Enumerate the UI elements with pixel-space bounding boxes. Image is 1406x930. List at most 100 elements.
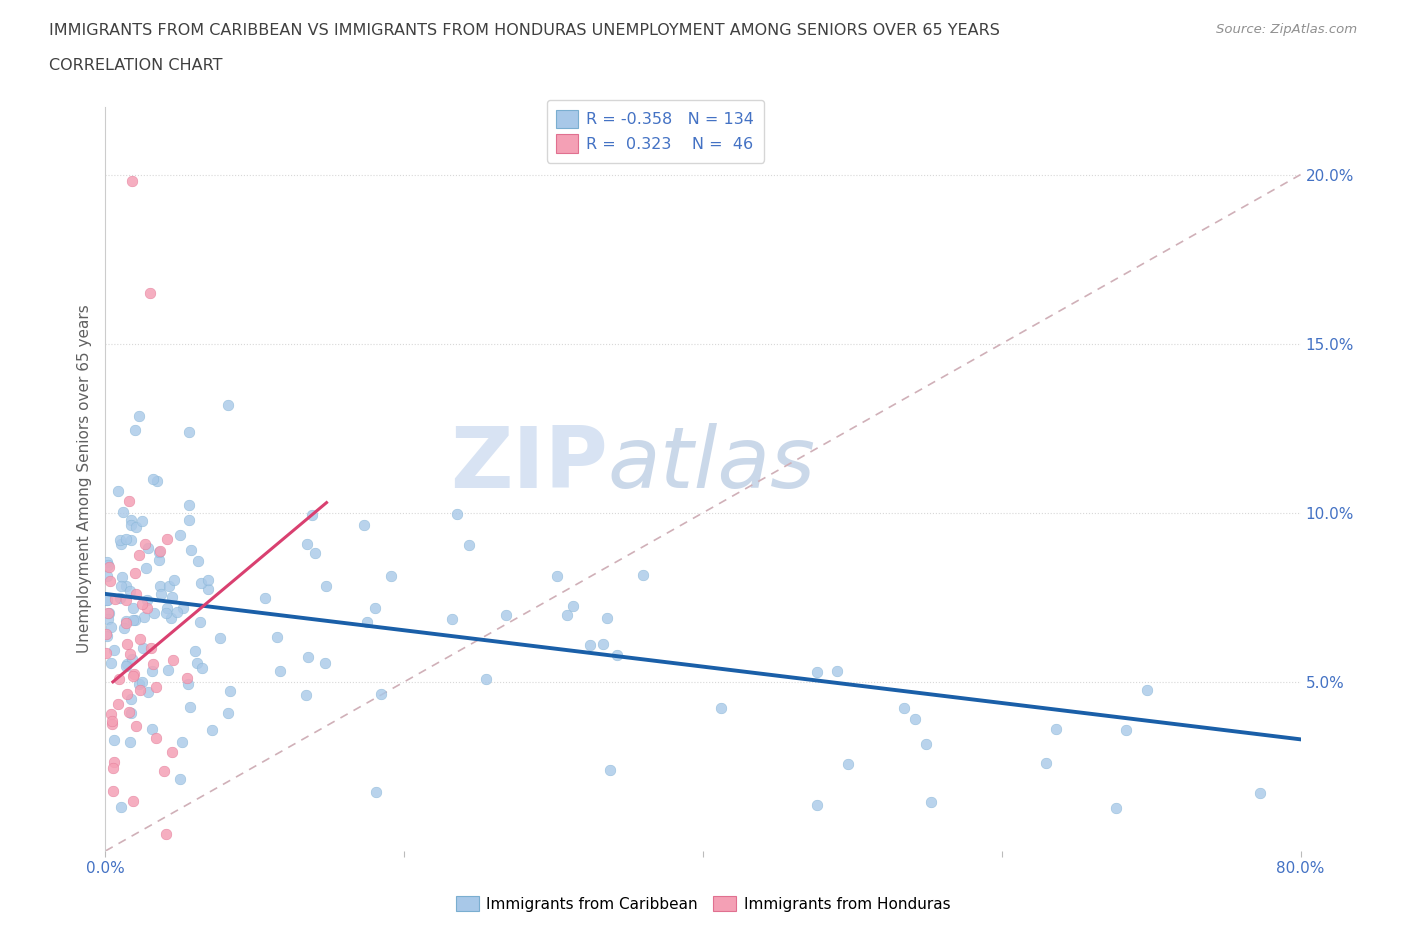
Point	[97, 612, 120, 627]
Point	[132, 641, 155, 656]
Point	[156, 532, 179, 547]
Point	[920, 795, 942, 810]
Point	[219, 684, 242, 698]
Point	[177, 512, 200, 527]
Point	[115, 592, 138, 607]
Point	[136, 540, 159, 555]
Point	[148, 552, 170, 567]
Point	[96, 554, 118, 569]
Point	[122, 613, 145, 628]
Point	[356, 614, 378, 629]
Point	[893, 701, 915, 716]
Point	[364, 785, 387, 800]
Point	[112, 621, 135, 636]
Point	[124, 667, 146, 682]
Text: IMMIGRANTS FROM CARIBBEAN VS IMMIGRANTS FROM HONDURAS UNEMPLOYMENT AMONG SENIORS: IMMIGRANTS FROM CARIBBEAN VS IMMIGRANTS …	[49, 23, 1000, 38]
Point	[353, 517, 375, 532]
Point	[187, 553, 209, 568]
Point	[169, 528, 191, 543]
Point	[177, 677, 200, 692]
Point	[301, 507, 323, 522]
Point	[380, 569, 402, 584]
Point	[115, 614, 138, 629]
Text: atlas: atlas	[607, 422, 815, 506]
Point	[145, 730, 167, 745]
Point	[121, 174, 143, 189]
Point	[96, 629, 118, 644]
Point	[596, 610, 619, 625]
Point	[114, 659, 136, 674]
Text: Source: ZipAtlas.com: Source: ZipAtlas.com	[1216, 23, 1357, 36]
Point	[128, 683, 150, 698]
Point	[136, 601, 159, 616]
Point	[183, 644, 205, 658]
Point	[606, 647, 628, 662]
Point	[107, 697, 129, 711]
Point	[115, 531, 138, 546]
Point	[825, 664, 848, 679]
Point	[208, 631, 231, 645]
Point	[441, 612, 464, 627]
Point	[1045, 722, 1067, 737]
Point	[139, 640, 162, 655]
Point	[121, 652, 143, 667]
Point	[579, 638, 602, 653]
Point	[110, 578, 132, 593]
Point	[141, 657, 163, 671]
Point	[103, 732, 125, 747]
Point	[806, 665, 828, 680]
Point	[124, 613, 146, 628]
Point	[104, 591, 127, 606]
Point	[1035, 756, 1057, 771]
Y-axis label: Unemployment Among Seniors over 65 years: Unemployment Among Seniors over 65 years	[77, 305, 93, 653]
Point	[297, 537, 319, 551]
Point	[100, 655, 122, 670]
Point	[101, 761, 124, 776]
Point	[162, 653, 184, 668]
Point	[1136, 683, 1159, 698]
Point	[141, 663, 163, 678]
Point	[269, 663, 291, 678]
Point	[197, 581, 219, 596]
Point	[315, 579, 337, 594]
Point	[115, 637, 138, 652]
Point	[180, 543, 202, 558]
Point	[253, 591, 276, 605]
Point	[155, 605, 177, 620]
Point	[128, 548, 150, 563]
Point	[561, 599, 583, 614]
Point	[370, 687, 392, 702]
Point	[128, 631, 150, 646]
Point	[364, 601, 387, 616]
Text: CORRELATION CHART: CORRELATION CHART	[49, 58, 222, 73]
Point	[837, 757, 859, 772]
Point	[97, 606, 120, 621]
Point	[97, 560, 120, 575]
Point	[295, 687, 318, 702]
Point	[169, 772, 191, 787]
Point	[150, 587, 173, 602]
Point	[172, 601, 194, 616]
Point	[141, 722, 163, 737]
Point	[96, 568, 118, 583]
Text: ZIP: ZIP	[450, 422, 607, 506]
Point	[120, 692, 142, 707]
Point	[145, 473, 167, 488]
Point	[266, 630, 288, 644]
Point	[153, 764, 176, 778]
Point	[197, 573, 219, 588]
Point	[904, 712, 927, 727]
Point	[186, 656, 208, 671]
Point	[112, 504, 135, 519]
Point	[122, 601, 145, 616]
Point	[446, 506, 468, 521]
Point	[110, 536, 132, 551]
Point	[592, 637, 614, 652]
Point	[217, 397, 239, 412]
Point	[155, 827, 177, 842]
Point	[100, 707, 122, 722]
Point	[107, 484, 129, 498]
Point	[806, 797, 828, 812]
Legend: Immigrants from Caribbean, Immigrants from Honduras: Immigrants from Caribbean, Immigrants fr…	[450, 889, 956, 918]
Point	[96, 627, 118, 642]
